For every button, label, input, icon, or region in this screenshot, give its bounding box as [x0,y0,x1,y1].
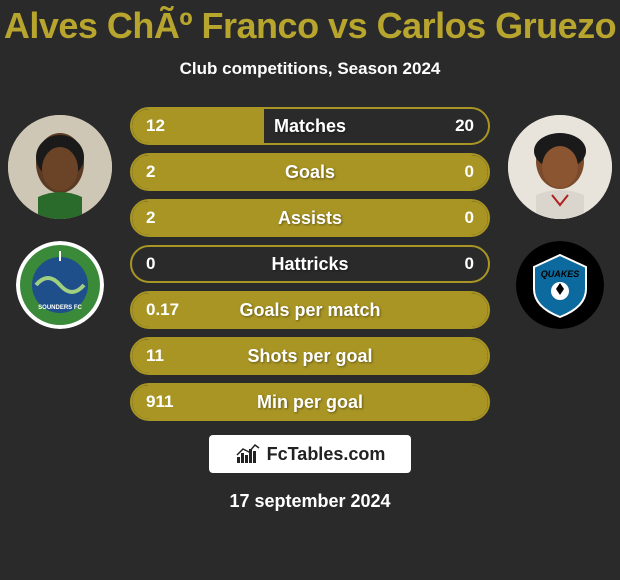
stat-label: Hattricks [192,254,428,275]
stat-label: Goals per match [192,300,428,321]
stat-left-value: 11 [132,346,192,366]
player-left-club-badge: SOUNDERS FC [16,241,104,329]
stat-left-value: 2 [132,162,192,182]
page-title: Alves ChÃº Franco vs Carlos Gruezo [4,5,616,47]
player-right-club-badge: QUAKES [516,241,604,329]
brand-text: FcTables.com [267,444,386,465]
brand-chart-icon [235,443,261,465]
stat-label: Min per goal [192,392,428,413]
player-right-avatar [508,115,612,219]
stat-left-value: 911 [132,392,192,412]
brand-badge: FcTables.com [209,435,412,473]
left-column: SOUNDERS FC [0,107,120,421]
stat-label: Assists [192,208,428,229]
date-text: 17 september 2024 [229,491,390,512]
stat-row: 0Hattricks0 [130,245,490,283]
stat-right-value: 0 [428,162,488,182]
stat-row: 12Matches20 [130,107,490,145]
stat-row: 0.17Goals per match [130,291,490,329]
stat-label: Goals [192,162,428,183]
stat-left-value: 0.17 [132,300,192,320]
stat-left-value: 12 [132,116,192,136]
right-column: QUAKES [500,107,620,421]
stat-right-value: 0 [428,254,488,274]
player-left-avatar [8,115,112,219]
stat-left-value: 0 [132,254,192,274]
stat-label: Matches [192,116,428,137]
main-area: SOUNDERS FC 12Matches202Goals02Assists00… [0,107,620,421]
stats-column: 12Matches202Goals02Assists00Hattricks00.… [120,107,500,421]
stat-row: 2Goals0 [130,153,490,191]
stat-right-value: 0 [428,208,488,228]
stat-row: 2Assists0 [130,199,490,237]
stat-row: 11Shots per goal [130,337,490,375]
page-subtitle: Club competitions, Season 2024 [180,59,441,79]
svg-text:QUAKES: QUAKES [541,269,580,279]
stat-row: 911Min per goal [130,383,490,421]
infographic-container: Alves ChÃº Franco vs Carlos Gruezo Club … [0,0,620,580]
stat-label: Shots per goal [192,346,428,367]
stat-left-value: 2 [132,208,192,228]
svg-text:SOUNDERS FC: SOUNDERS FC [38,305,82,311]
stat-right-value: 20 [428,116,488,136]
